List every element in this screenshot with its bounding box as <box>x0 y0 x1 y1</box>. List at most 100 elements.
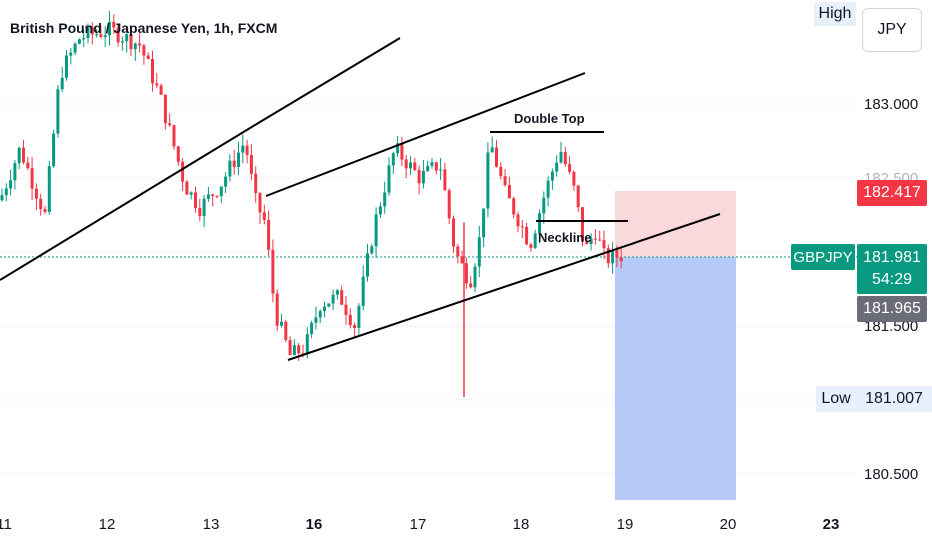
candle-body <box>245 145 249 155</box>
candle-body <box>125 34 129 42</box>
candle-body <box>185 181 189 195</box>
candle-body <box>589 238 593 245</box>
candle-body <box>323 306 326 312</box>
candle-body <box>568 164 572 172</box>
candle-body <box>602 240 606 249</box>
candle-body <box>529 244 533 248</box>
candle-body <box>340 290 344 305</box>
candle-body <box>447 190 451 219</box>
x-tick-label: 16 <box>305 516 323 533</box>
grid <box>0 103 857 475</box>
candle-body <box>585 241 589 245</box>
x-tick-label: 20 <box>719 516 737 533</box>
trendline-upper-left <box>254 37 401 126</box>
take-profit-zone[interactable] <box>615 257 736 500</box>
candle-body <box>82 38 86 40</box>
candle-body <box>224 176 228 187</box>
channel-upper-line <box>265 72 586 197</box>
x-tick-label: 17 <box>409 516 427 533</box>
candle-body <box>495 147 498 167</box>
candle-body <box>507 185 511 199</box>
candle-body <box>503 175 507 186</box>
candle-body <box>4 188 8 196</box>
candle-body <box>47 166 51 212</box>
candle-body <box>490 147 494 153</box>
candle-body <box>17 147 21 164</box>
candle-body <box>318 311 322 318</box>
candles <box>0 10 623 398</box>
candle-body <box>9 180 13 189</box>
candle-body <box>198 207 202 217</box>
x-tick-label: 12 <box>98 516 116 533</box>
channel-lower-line <box>287 213 721 361</box>
stop-loss-zone[interactable] <box>615 191 736 257</box>
candle-body <box>473 266 477 288</box>
candle-body <box>310 322 314 335</box>
candle-body <box>542 197 546 214</box>
candle-body <box>90 27 94 35</box>
candle-body <box>366 253 369 277</box>
candle-body <box>26 162 30 169</box>
candle-body <box>314 317 318 323</box>
candle-body <box>168 123 172 126</box>
candle-body <box>348 314 352 326</box>
x-tick-label: 19 <box>616 516 634 533</box>
candle-body <box>284 321 288 341</box>
high-label: High <box>814 2 856 26</box>
candle-body <box>443 169 447 191</box>
candle-body <box>133 43 137 50</box>
stop-loss-price-label: 182.417 <box>857 180 927 206</box>
candle-body <box>378 206 382 215</box>
last-price-label: 181.981 54:29 <box>857 244 927 294</box>
currency-button[interactable]: JPY <box>862 8 922 52</box>
candle-body <box>241 145 245 153</box>
candle-body <box>77 39 81 44</box>
candle-body <box>271 249 275 294</box>
candle-body <box>464 263 468 284</box>
candle-body <box>344 304 348 315</box>
candle-body <box>533 233 537 248</box>
chart-title: British Pound / Japanese Yen, 1h, FXCM <box>10 20 278 36</box>
candle-body <box>550 171 554 181</box>
x-tick-label: 13 <box>202 516 220 533</box>
candle-body <box>353 325 357 328</box>
candle-body <box>138 43 142 46</box>
candle-body <box>237 152 240 167</box>
candle-body <box>116 27 120 43</box>
candle-body <box>409 162 412 169</box>
candle-body <box>292 345 296 356</box>
last-price-value: 181.981 <box>863 249 921 266</box>
neckline-annotation: Neckline <box>538 230 591 245</box>
candle-body <box>22 147 25 163</box>
candle-body <box>262 212 266 220</box>
candle-body <box>538 213 541 234</box>
candle-body <box>39 198 43 210</box>
candle-body <box>280 321 283 326</box>
candle-body <box>112 21 116 28</box>
candle-body <box>499 166 503 176</box>
candle-body <box>331 294 335 304</box>
trendlines[interactable] <box>0 37 721 361</box>
candle-body <box>611 250 615 264</box>
candle-body <box>146 55 150 60</box>
candle-body <box>516 214 520 227</box>
candle-body <box>520 226 524 228</box>
candle-body <box>163 94 167 124</box>
candle-body <box>73 43 77 53</box>
candle-body <box>426 165 430 171</box>
candle-body <box>615 250 619 258</box>
candle-body <box>546 180 550 198</box>
candle-body <box>421 170 425 184</box>
candle-body <box>172 125 176 147</box>
candle-body <box>52 133 56 167</box>
candle-body <box>477 237 481 267</box>
candle-body <box>189 192 193 195</box>
candle-body <box>301 353 305 355</box>
symbol-label: GBPJPY <box>791 244 855 270</box>
candle-body <box>60 77 64 90</box>
candle-body <box>206 194 210 199</box>
candle-body <box>606 248 610 264</box>
candle-body <box>581 207 584 242</box>
candle-body <box>267 219 271 250</box>
